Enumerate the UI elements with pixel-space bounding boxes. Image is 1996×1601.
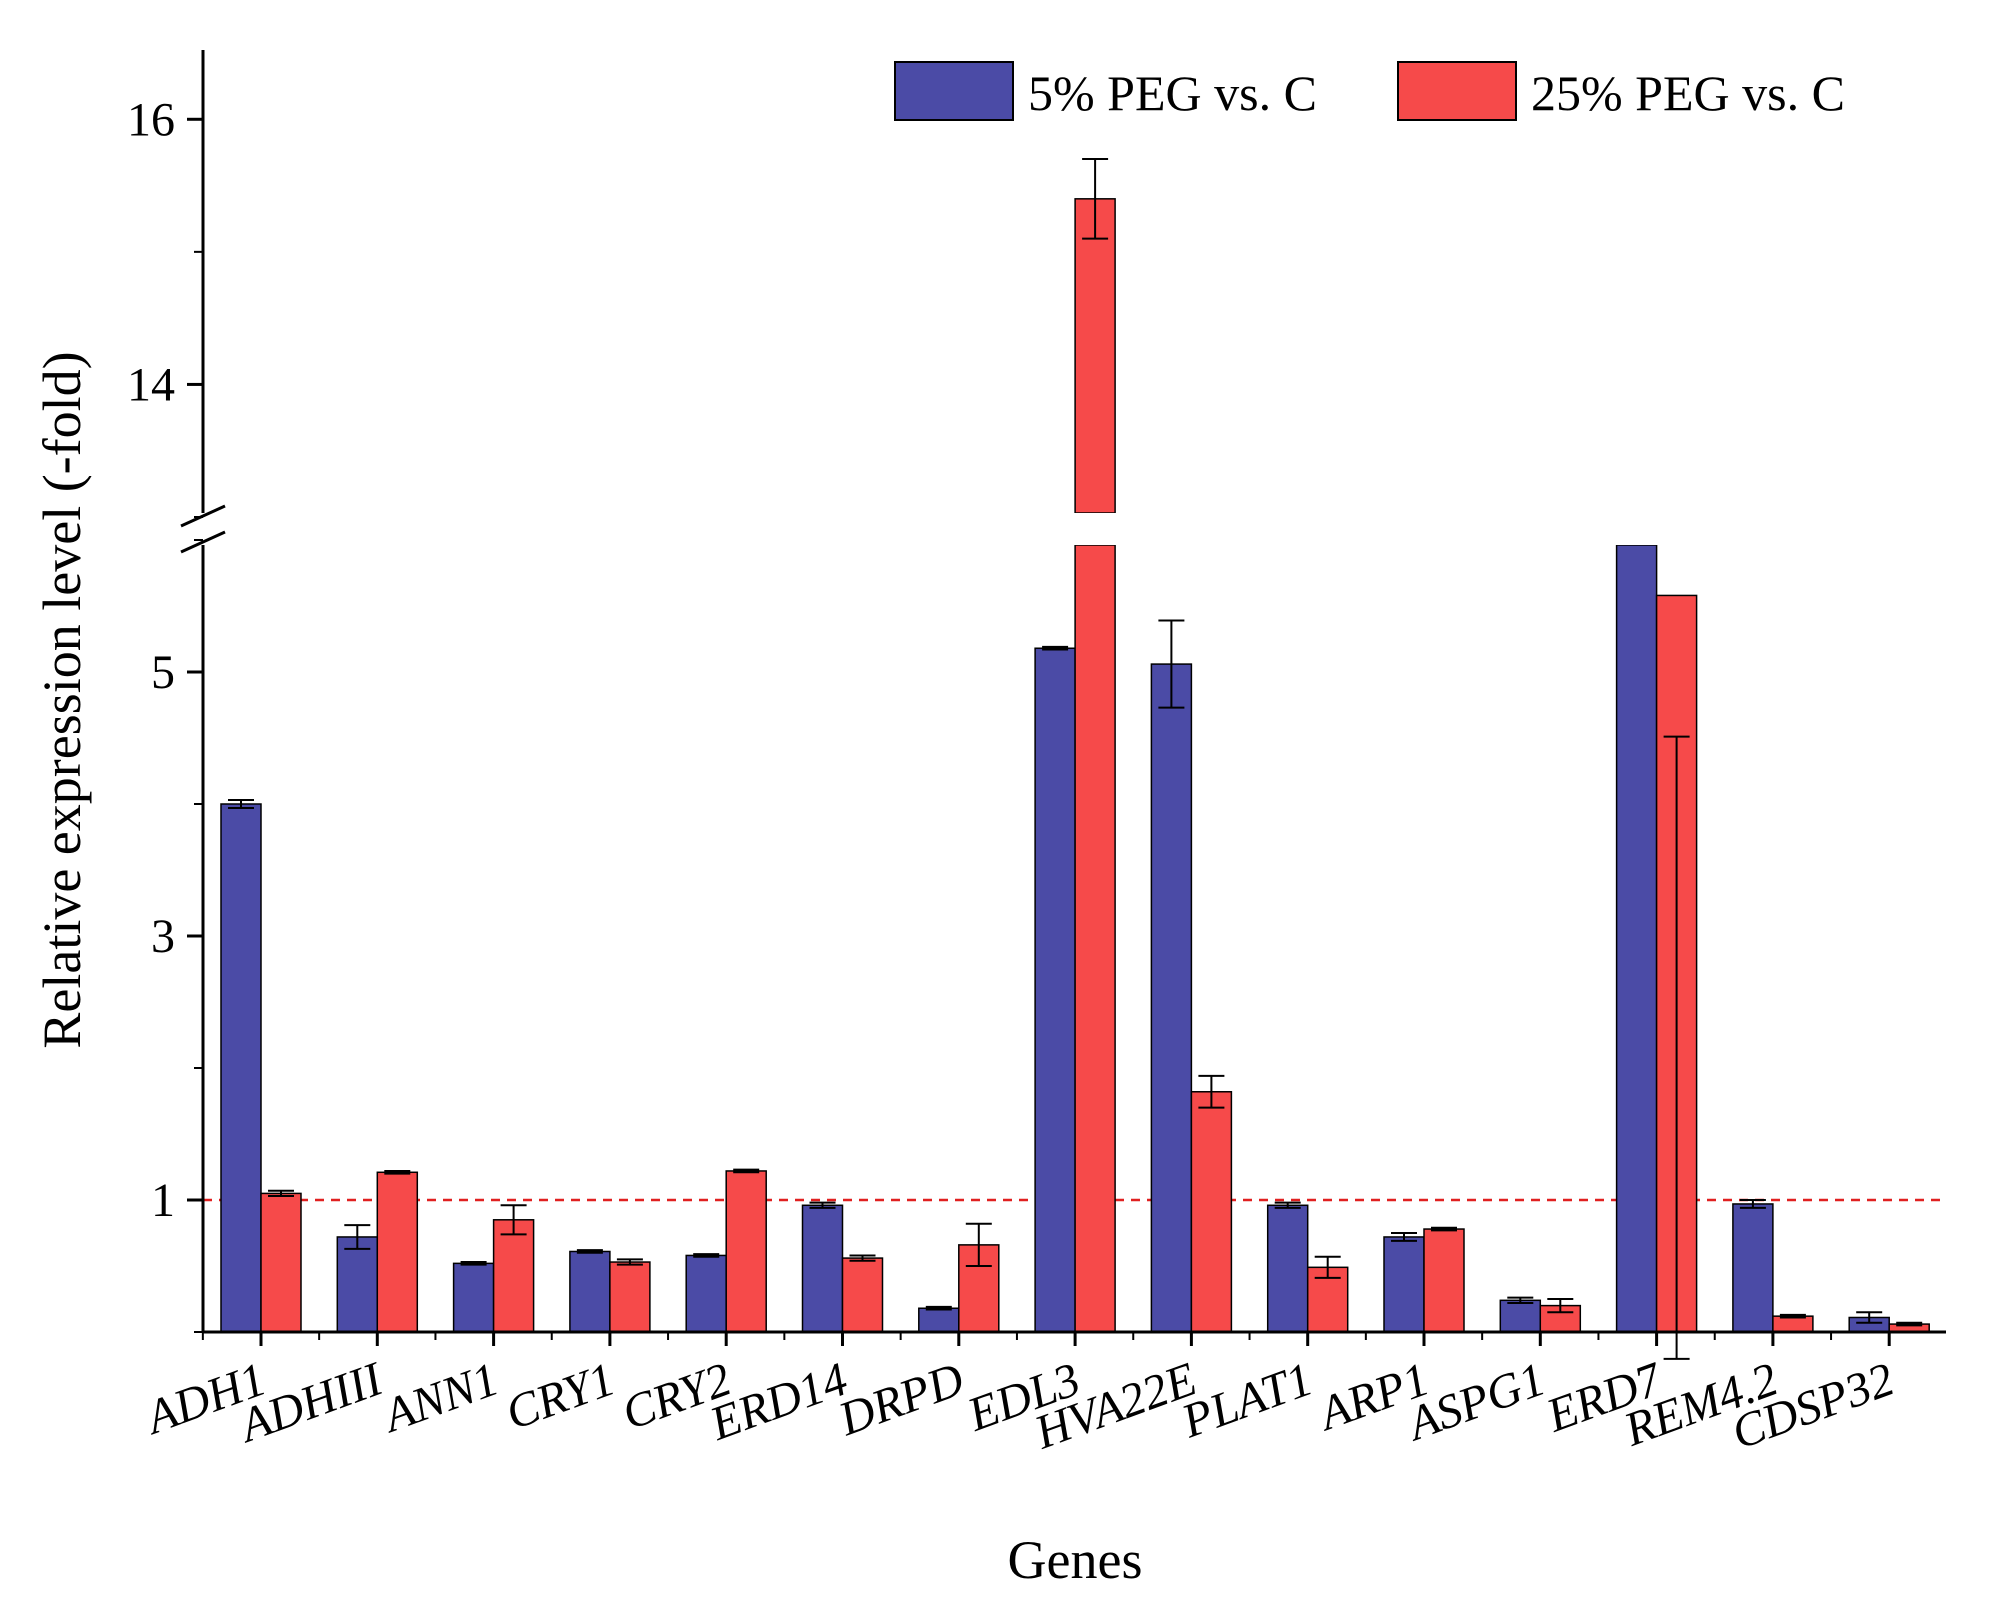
error-bar-series2-13 bbox=[1663, 735, 1690, 1360]
error-bar-series1-3 bbox=[460, 1261, 487, 1266]
legend-swatch-series-1 bbox=[894, 61, 1014, 121]
bar-series1-7 bbox=[918, 1307, 960, 1333]
error-bar-series1-12 bbox=[1507, 1296, 1534, 1304]
error-bar-series1-15 bbox=[1856, 1311, 1883, 1324]
x-tick-label-7: DRPD bbox=[831, 1353, 970, 1447]
x-tick-label-4: CRY1 bbox=[499, 1353, 622, 1441]
y-axis-break-mark-lower bbox=[180, 530, 226, 554]
x-tick-label-3: ANN1 bbox=[374, 1353, 505, 1444]
bar-series2-8-upper bbox=[1074, 198, 1116, 514]
axes-layer bbox=[180, 50, 1948, 1346]
x-axis-title: Genes bbox=[1008, 1530, 1143, 1590]
error-bar-series2-14 bbox=[1779, 1313, 1806, 1319]
error-bar-series1-1 bbox=[228, 799, 254, 809]
error-bar-series2-9 bbox=[1198, 1074, 1225, 1109]
bar-series2-2 bbox=[376, 1171, 419, 1333]
bar-series1-2 bbox=[336, 1236, 379, 1333]
y-tick-label-lower-3: 5 bbox=[151, 646, 175, 699]
y-tick-label-upper-1: 14 bbox=[127, 358, 175, 411]
y-tick-label-lower-2: 3 bbox=[151, 910, 175, 963]
bar-series2-4 bbox=[609, 1261, 651, 1333]
bar-series1-1 bbox=[220, 803, 262, 1333]
error-bar-series1-8 bbox=[1042, 645, 1069, 651]
bar-series2-1 bbox=[260, 1192, 302, 1333]
error-bar-series1-11 bbox=[1391, 1232, 1417, 1242]
error-bar-series1-7 bbox=[925, 1305, 952, 1311]
error-bar-series1-2 bbox=[344, 1224, 371, 1250]
bar-series2-14 bbox=[1772, 1315, 1814, 1333]
bar-series1-5 bbox=[685, 1254, 727, 1333]
axis-break-gap bbox=[205, 513, 1948, 545]
bar-series2-8-lower bbox=[1074, 544, 1116, 1333]
bar-series2-11 bbox=[1423, 1228, 1465, 1333]
bar-series1-8 bbox=[1034, 647, 1076, 1333]
error-bar-series2-1 bbox=[268, 1189, 294, 1198]
bar-series1-9 bbox=[1150, 663, 1193, 1333]
error-bar-series2-8 bbox=[1082, 158, 1109, 240]
error-bar-series2-7 bbox=[965, 1222, 992, 1267]
error-bar-series1-4 bbox=[576, 1249, 603, 1254]
legend-label-series-2: 25% PEG vs. C bbox=[1531, 65, 1845, 121]
error-bar-series1-6 bbox=[809, 1201, 836, 1209]
error-bar-series1-14 bbox=[1739, 1199, 1766, 1209]
bar-series2-9 bbox=[1190, 1091, 1233, 1333]
y-axis-title: Relative expression level (-fold) bbox=[32, 351, 92, 1048]
legend-swatch-series-2 bbox=[1397, 61, 1517, 121]
error-bar-series2-15 bbox=[1896, 1321, 1923, 1327]
bar-series2-5 bbox=[725, 1170, 767, 1333]
error-bar-series1-5 bbox=[693, 1253, 720, 1258]
y-tick-label-upper-2: 16 bbox=[127, 93, 175, 146]
bar-series1-4 bbox=[569, 1250, 611, 1333]
bar-series1-11 bbox=[1383, 1236, 1425, 1333]
error-bar-series2-4 bbox=[616, 1258, 643, 1266]
error-bar-series2-11 bbox=[1431, 1226, 1457, 1232]
error-bar-series2-5 bbox=[733, 1168, 760, 1174]
error-bar-series1-9 bbox=[1158, 619, 1185, 709]
bar-series1-3 bbox=[452, 1262, 495, 1333]
bar-series1-12 bbox=[1499, 1299, 1542, 1333]
error-bar-series2-12 bbox=[1547, 1298, 1574, 1314]
bar-series1-10 bbox=[1266, 1204, 1309, 1333]
bar-series1-6 bbox=[801, 1204, 844, 1333]
y-tick-label-lower-1: 1 bbox=[151, 1174, 175, 1227]
bar-series2-3 bbox=[492, 1219, 535, 1333]
bar-series1-14 bbox=[1732, 1203, 1774, 1333]
error-bar-series2-3 bbox=[500, 1204, 527, 1236]
bars-layer bbox=[220, 158, 1930, 1360]
error-bar-series1-10 bbox=[1274, 1201, 1301, 1209]
error-bar-series2-10 bbox=[1314, 1255, 1341, 1279]
legend-label-series-1: 5% PEG vs. C bbox=[1028, 65, 1317, 121]
x-tick-label-10: PLAT1 bbox=[1174, 1353, 1319, 1449]
legend: 5% PEG vs. C 25% PEG vs. C bbox=[894, 61, 1845, 121]
error-bar-series2-2 bbox=[384, 1169, 411, 1175]
bar-series1-13 bbox=[1615, 544, 1658, 1333]
error-bar-series2-6 bbox=[849, 1254, 876, 1262]
bar-series2-6 bbox=[841, 1257, 884, 1333]
